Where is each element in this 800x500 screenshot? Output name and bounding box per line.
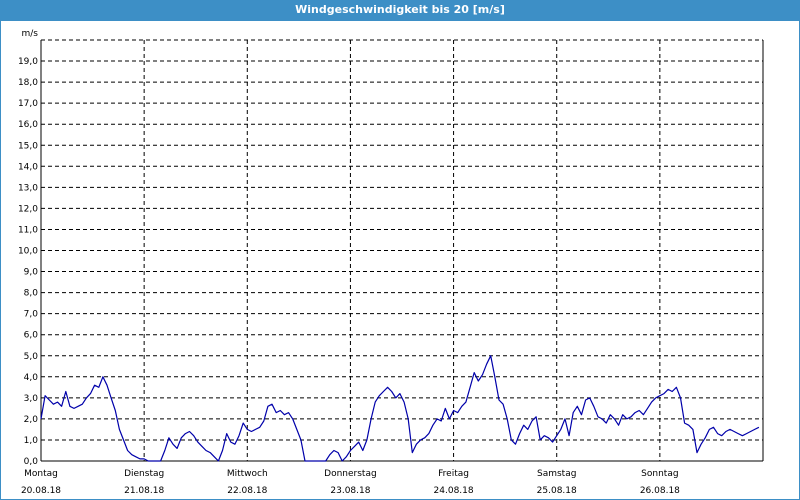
y-tick-label: 14,0 (18, 162, 38, 172)
y-tick-label: 8,0 (24, 289, 39, 299)
y-axis-unit: m/s (22, 29, 39, 39)
y-tick-label: 9,0 (24, 268, 39, 278)
series-line (40, 355, 760, 462)
y-tick-label: 17,0 (18, 99, 38, 109)
x-day-weekday: Montag (24, 469, 58, 479)
x-day-date: 22.08.18 (227, 486, 267, 496)
x-day-date: 23.08.18 (330, 486, 370, 496)
y-tick-labels: 0,0 1,0 2,0 3,0 4,0 5,0 6,0 7,0 8,0 9,0 10,0 11,0 12… (18, 29, 38, 467)
y-tick-label: 0,0 (24, 457, 39, 467)
y-tick-label: 3,0 (24, 394, 39, 404)
chart-title: Windgeschwindigkeit bis 20 [m/s] (0, 0, 800, 20)
y-tick-label: 12,0 (18, 204, 38, 214)
y-tick-label: 10,0 (18, 247, 38, 257)
y-tick-label: 13,0 (18, 183, 38, 193)
x-day-date: 26.08.18 (640, 486, 680, 496)
x-day-weekday: Donnerstag (324, 469, 377, 479)
grid-lines (41, 39, 763, 461)
x-day-date: 25.08.18 (537, 486, 577, 496)
wind-series (40, 355, 760, 462)
y-tick-label: 5,0 (24, 352, 39, 362)
x-day-labels: Montag 20.08.18 Dienstag 21.08.18 Mittwoch 22… (21, 469, 680, 496)
axes (40, 40, 764, 462)
y-tick-label: 6,0 (24, 331, 39, 341)
x-day-weekday: Dienstag (124, 469, 164, 479)
x-day-date: 21.08.18 (124, 486, 164, 496)
x-day-weekday: Sonntag (641, 469, 678, 479)
y-tick-label: 1,0 (24, 436, 39, 446)
x-day-date: 24.08.18 (434, 486, 474, 496)
x-day-weekday: Samstag (537, 469, 576, 479)
y-tick-label: 19,0 (18, 57, 38, 67)
x-day-date: 20.08.18 (21, 486, 61, 496)
x-day-weekday: Mittwoch (227, 469, 268, 479)
y-tick-label: 4,0 (24, 373, 39, 383)
y-tick-label: 7,0 (24, 310, 39, 320)
x-day-weekday: Freitag (438, 469, 469, 479)
y-tick-label: 15,0 (18, 141, 38, 151)
y-tick-label: 11,0 (18, 225, 38, 235)
y-tick-label: 16,0 (18, 120, 38, 130)
y-tick-label: 18,0 (18, 78, 38, 88)
y-tick-label: 2,0 (24, 415, 39, 425)
